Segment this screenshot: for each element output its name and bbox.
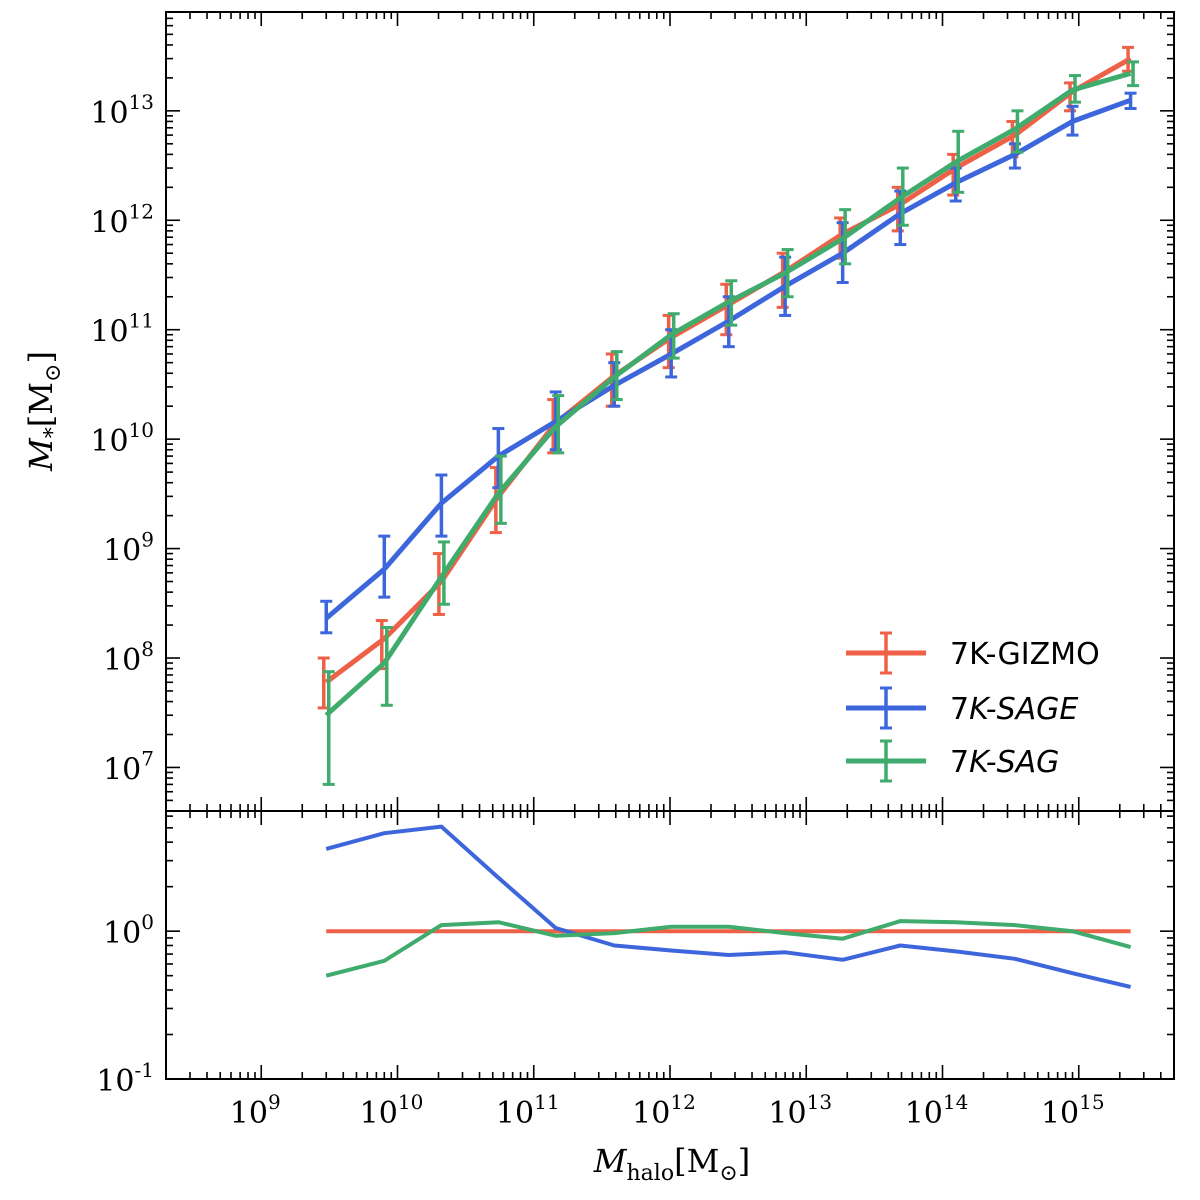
series-line [324, 56, 1132, 685]
error-bar [320, 599, 333, 635]
series-7k-gizmo [317, 45, 1135, 710]
error-bar [839, 208, 852, 266]
bottom-ticks: 109 1010 1011 1012 1013 1014 1015 10-1 100 [96, 811, 1175, 1131]
error-bar [1127, 60, 1140, 88]
legend-label: 7K-SAGE [950, 692, 1078, 727]
legend: 7K-GIZMO 7K-SAGE 7K-SAG [846, 631, 1100, 783]
error-bar [725, 279, 738, 327]
x-tick-label: 1014 [905, 1090, 969, 1131]
error-bar [667, 312, 680, 360]
error-bar [435, 473, 448, 538]
legend-item: 7K-SAG [846, 739, 1059, 783]
error-bar [1124, 91, 1137, 111]
y-tick-label: 1013 [90, 90, 154, 131]
y-tick-label: 10-1 [96, 1058, 154, 1099]
top-plot-area [317, 45, 1140, 786]
legend-item: 7K-SAGE [846, 686, 1078, 730]
y-tick-label: 109 [103, 528, 154, 569]
error-bar [1069, 74, 1082, 104]
x-tick-label: 109 [230, 1090, 281, 1131]
x-axis-label: Mhalo[M⊙] [593, 1142, 751, 1186]
bottom-plot-area [325, 824, 1132, 989]
legend-label: 7K-GIZMO [950, 637, 1100, 672]
error-bar [1011, 109, 1024, 154]
error-bar [322, 670, 335, 786]
error-bar [380, 626, 393, 707]
bottom-panel: 109 1010 1011 1012 1013 1014 1015 10-1 100 [96, 810, 1175, 1131]
error-bar [437, 540, 450, 606]
legend-label: 7K-SAG [950, 745, 1059, 780]
error-bar [610, 350, 623, 402]
bottom-axes-frame [165, 810, 1175, 1080]
error-bar [896, 166, 909, 227]
error-bar [378, 534, 391, 599]
x-tick-label: 1010 [360, 1090, 424, 1131]
y-tick-label: 1010 [90, 418, 154, 459]
top-ticks: 107 108 109 1010 1011 1012 1013 [90, 11, 1175, 812]
y-tick-label: 1012 [90, 199, 154, 240]
ratio-line-7k-sag [325, 919, 1132, 978]
top-panel: 107 108 109 1010 1011 1012 1013 7K-GIZMO 7K-SAG… [90, 11, 1175, 812]
y-axis-label: M*[M⊙] [22, 351, 66, 472]
y-tick-label: 108 [103, 637, 154, 678]
legend-item: 7K-GIZMO [846, 631, 1100, 675]
x-tick-label: 1011 [496, 1090, 560, 1131]
error-bar [494, 454, 507, 525]
x-tick-label: 1013 [768, 1090, 832, 1131]
error-bar [952, 129, 965, 194]
series-7k-sag [322, 60, 1140, 786]
y-tick-label: 100 [103, 910, 154, 951]
x-tick-label: 1012 [632, 1090, 696, 1131]
y-tick-label: 1011 [90, 309, 154, 350]
error-bar [781, 248, 794, 299]
x-tick-label: 1015 [1041, 1090, 1105, 1131]
svg-text:M*[M⊙]: M*[M⊙] [22, 351, 66, 472]
ratio-line-7k-sage [325, 824, 1132, 989]
y-tick-label: 107 [103, 746, 154, 787]
series-line [324, 70, 1132, 718]
error-bar [552, 394, 565, 455]
svg-text:Mhalo[M⊙]: Mhalo[M⊙] [593, 1142, 751, 1186]
error-bar [1066, 104, 1079, 137]
